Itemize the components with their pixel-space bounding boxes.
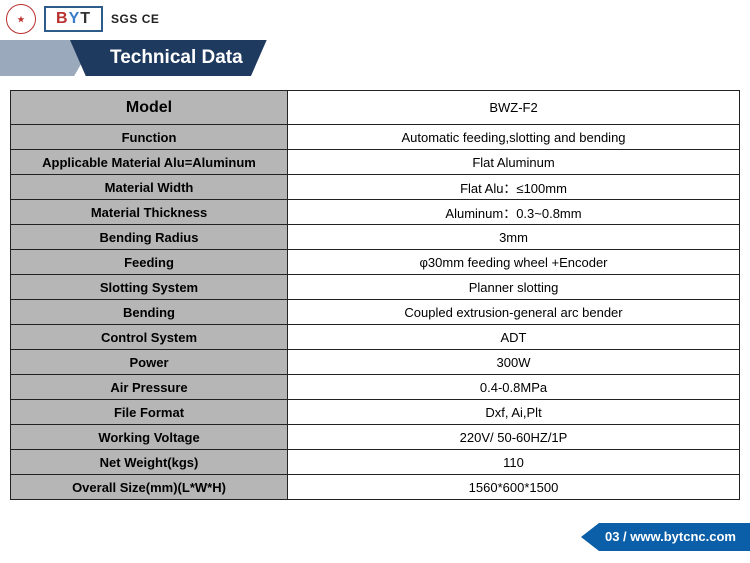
byt-letter-b: B: [56, 10, 69, 27]
table-row: BendingCoupled extrusion-general arc ben…: [11, 300, 740, 325]
footer-url: www.bytcnc.com: [630, 529, 736, 544]
round-seal-logo: ★: [6, 4, 36, 34]
byt-letter-y: Y: [69, 10, 81, 27]
table-row: Material ThicknessAluminum：0.3~0.8mm: [11, 200, 740, 225]
spec-label: Material Thickness: [11, 200, 288, 225]
section-banner: Technical Data: [0, 40, 750, 80]
table-row: Applicable Material Alu=AluminumFlat Alu…: [11, 150, 740, 175]
spec-value: Flat Alu：≤100mm: [288, 175, 740, 200]
table-row: Net Weight(kgs)110: [11, 450, 740, 475]
table-row: Slotting SystemPlanner slotting: [11, 275, 740, 300]
spec-value: Planner slotting: [288, 275, 740, 300]
banner-title: Technical Data: [70, 40, 267, 76]
table-row: Material WidthFlat Alu：≤100mm: [11, 175, 740, 200]
spec-value: ADT: [288, 325, 740, 350]
spec-label: Control System: [11, 325, 288, 350]
footer-content: 03 / www.bytcnc.com: [599, 523, 750, 551]
header-logos: ★ BYT SGS CE: [0, 0, 750, 38]
byt-letter-t: T: [80, 10, 91, 27]
spec-value: BWZ-F2: [288, 91, 740, 125]
footer-separator: /: [619, 529, 630, 544]
spec-value: 0.4-0.8MPa: [288, 375, 740, 400]
spec-value: 110: [288, 450, 740, 475]
footer-accent-shape: [581, 523, 599, 551]
spec-value: 3mm: [288, 225, 740, 250]
table-row: Working Voltage220V/ 50-60HZ/1P: [11, 425, 740, 450]
spec-value: Dxf, Ai,Plt: [288, 400, 740, 425]
spec-value: φ30mm feeding wheel +Encoder: [288, 250, 740, 275]
byt-logo: BYT: [44, 6, 103, 32]
spec-value: Aluminum：0.3~0.8mm: [288, 200, 740, 225]
footer-bar: 03 / www.bytcnc.com: [581, 523, 750, 551]
spec-label: Air Pressure: [11, 375, 288, 400]
table-row: Bending Radius3mm: [11, 225, 740, 250]
spec-label: Bending: [11, 300, 288, 325]
footer-page-number: 03: [605, 529, 619, 544]
table-row: ModelBWZ-F2: [11, 91, 740, 125]
spec-value: 220V/ 50-60HZ/1P: [288, 425, 740, 450]
table-row: File FormatDxf, Ai,Plt: [11, 400, 740, 425]
spec-label: Material Width: [11, 175, 288, 200]
table-row: Power300W: [11, 350, 740, 375]
table-row: Air Pressure0.4-0.8MPa: [11, 375, 740, 400]
spec-label: Applicable Material Alu=Aluminum: [11, 150, 288, 175]
spec-label: Power: [11, 350, 288, 375]
spec-label: Slotting System: [11, 275, 288, 300]
spec-label: File Format: [11, 400, 288, 425]
spec-value: Coupled extrusion-general arc bender: [288, 300, 740, 325]
table-row: Overall Size(mm)(L*W*H)1560*600*1500: [11, 475, 740, 500]
spec-label: Bending Radius: [11, 225, 288, 250]
spec-label: Working Voltage: [11, 425, 288, 450]
spec-value: 1560*600*1500: [288, 475, 740, 500]
spec-label: Net Weight(kgs): [11, 450, 288, 475]
spec-value: Flat Aluminum: [288, 150, 740, 175]
spec-value: 300W: [288, 350, 740, 375]
table-row: Feedingφ30mm feeding wheel +Encoder: [11, 250, 740, 275]
spec-label: Model: [11, 91, 288, 125]
spec-label: Feeding: [11, 250, 288, 275]
technical-data-table: ModelBWZ-F2FunctionAutomatic feeding,slo…: [10, 90, 740, 500]
table-row: Control SystemADT: [11, 325, 740, 350]
spec-value: Automatic feeding,slotting and bending: [288, 125, 740, 150]
certifications-text: SGS CE: [111, 12, 159, 26]
table-row: FunctionAutomatic feeding,slotting and b…: [11, 125, 740, 150]
spec-label: Function: [11, 125, 288, 150]
spec-label: Overall Size(mm)(L*W*H): [11, 475, 288, 500]
